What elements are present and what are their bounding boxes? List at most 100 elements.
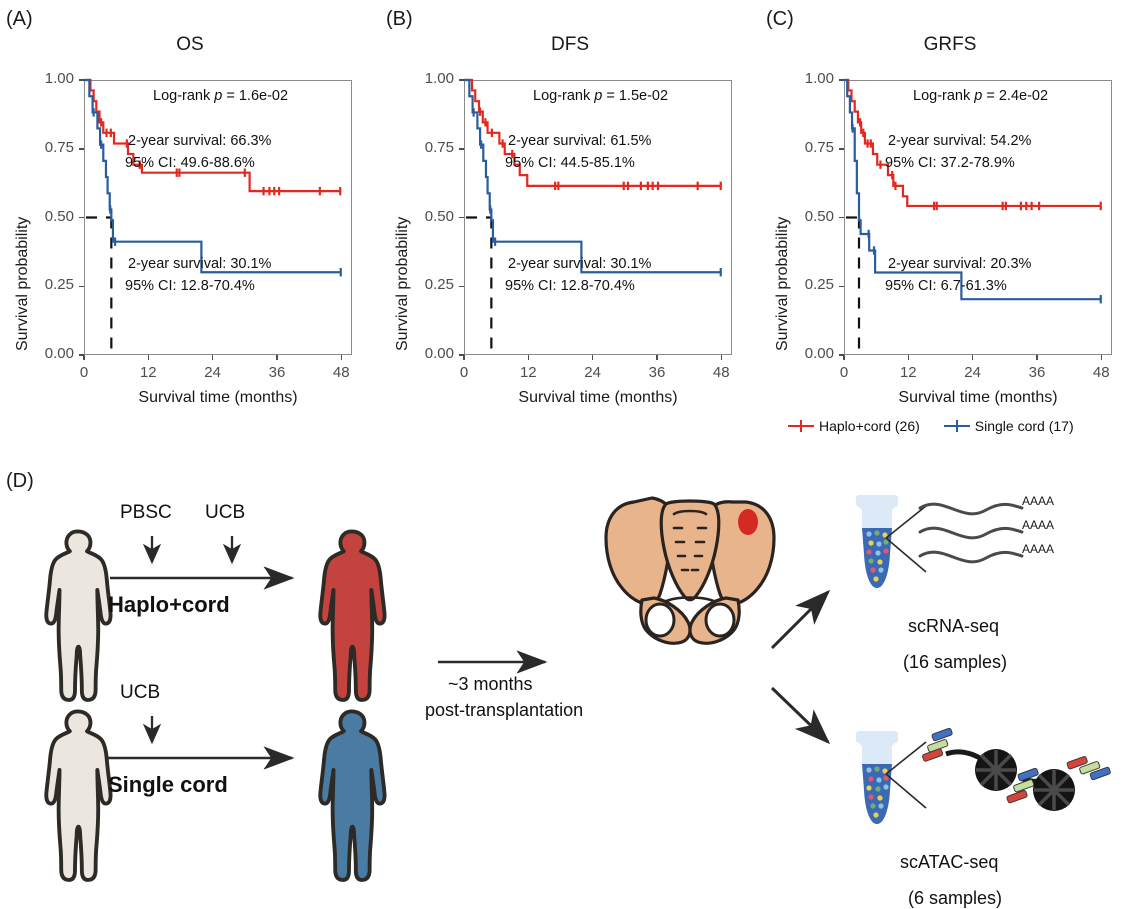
km-title-os: OS xyxy=(176,34,204,55)
y-axis-title: Survival probability xyxy=(774,216,791,351)
y-tick-mark xyxy=(839,148,844,150)
y-axis-title: Survival probability xyxy=(394,216,411,351)
schematic-svg xyxy=(44,495,1111,882)
km-plot-area xyxy=(844,80,1112,355)
annotation-single-survival: 2-year survival: 30.1% xyxy=(128,256,272,272)
km-panel-os: OS 1.00 0.75 0.50 0.25 0.00 0 12 24 36 48 Survival … xyxy=(0,0,380,420)
x-tick-label: 48 xyxy=(712,364,730,381)
legend-item-haplo[interactable]: Haplo+cord (26) xyxy=(788,418,920,434)
x-tick-mark xyxy=(340,355,343,360)
x-tick-mark xyxy=(656,355,658,360)
y-tick-label: 0.50 xyxy=(424,207,454,225)
panel-letter-a: (A) xyxy=(6,8,33,30)
label-ucb-single: UCB xyxy=(120,682,161,703)
label-timepoint-line2: post-transplantation xyxy=(425,700,584,720)
y-tick-label: 0.25 xyxy=(804,276,834,294)
x-axis-title: Survival time (months) xyxy=(898,389,1058,406)
tube-scatac-icon xyxy=(856,731,927,824)
y-tick-label: 1.00 xyxy=(804,70,834,87)
annotation-haplo-ci: 95% CI: 37.2-78.9% xyxy=(885,155,1015,171)
x-tick-label: 24 xyxy=(584,364,601,381)
panel-letter-d: (D) xyxy=(6,470,34,492)
y-tick-label: 0.00 xyxy=(804,345,834,362)
x-tick-label: 36 xyxy=(648,364,666,381)
y-tick-mark xyxy=(79,79,84,81)
label-assay-scatac: scATAC-seq xyxy=(900,852,999,872)
km-title-grfs: GRFS xyxy=(923,34,977,55)
x-tick-mark xyxy=(843,355,845,360)
annotation-haplo-ci: 95% CI: 49.6-88.6% xyxy=(125,155,255,171)
legend-label-haplo: Haplo+cord (26) xyxy=(819,418,920,434)
x-tick-label: 0 xyxy=(839,364,849,381)
annotation-single-ci: 95% CI: 6.7-61.3% xyxy=(885,278,1007,294)
label-pbsc: PBSC xyxy=(120,502,172,523)
x-tick-label: 36 xyxy=(1028,364,1046,381)
x-axis-title: Survival time (months) xyxy=(138,389,298,406)
label-ucb-haplo: UCB xyxy=(205,502,246,523)
x-tick-mark xyxy=(83,355,85,360)
y-tick-label: 0.00 xyxy=(424,345,454,362)
panel-letter-b: (B) xyxy=(386,8,413,30)
pelvis-bone-icon xyxy=(604,496,776,645)
annotation-logrank: Log-rank p = 2.4e-02 xyxy=(913,88,1049,104)
mrna-strands-icon xyxy=(918,502,1024,564)
y-tick-mark xyxy=(459,148,464,150)
polya-tag-3: AAAA xyxy=(1022,542,1055,556)
y-tick-mark xyxy=(79,148,84,150)
km-title-dfs: DFS xyxy=(551,34,589,55)
x-tick-mark xyxy=(1036,355,1038,360)
annotation-logrank: Log-rank p = 1.6e-02 xyxy=(153,88,289,104)
annotation-single-ci: 95% CI: 12.8-70.4% xyxy=(505,278,635,294)
y-tick-mark xyxy=(839,216,844,219)
y-tick-label: 0.50 xyxy=(44,207,74,225)
y-tick-mark xyxy=(839,79,844,81)
y-tick-label: 0.75 xyxy=(44,138,74,156)
y-tick-label: 0.25 xyxy=(44,276,74,294)
km-legend: Haplo+cord (26) Single cord (17) xyxy=(788,418,1074,434)
x-tick-mark xyxy=(1100,355,1103,360)
y-tick-mark xyxy=(459,216,464,219)
x-tick-label: 12 xyxy=(899,364,917,381)
y-tick-mark xyxy=(839,354,844,356)
nucleosome-complex-icon xyxy=(922,727,1111,811)
recipient-figure-single-icon xyxy=(318,709,387,882)
marrow-site-marker-icon xyxy=(738,509,758,535)
y-tick-label: 0.00 xyxy=(44,345,74,362)
x-tick-label: 48 xyxy=(1092,364,1110,381)
legend-item-single[interactable]: Single cord (17) xyxy=(943,418,1074,434)
annotation-haplo-survival: 2-year survival: 66.3% xyxy=(128,133,272,149)
y-tick-label: 0.75 xyxy=(424,138,454,156)
label-assay-scrna-samples: (16 samples) xyxy=(903,652,1008,672)
y-tick-label: 0.25 xyxy=(424,276,454,294)
y-tick-mark xyxy=(79,285,84,288)
polya-tag-1: AAAA xyxy=(1022,494,1055,508)
label-arm-single: Single cord xyxy=(108,772,228,797)
legend-marker-single-icon xyxy=(943,420,970,432)
annotation-single-survival: 2-year survival: 20.3% xyxy=(888,256,1032,272)
x-tick-mark xyxy=(211,355,214,360)
x-tick-label: 12 xyxy=(139,364,157,381)
annotation-single-ci: 95% CI: 12.8-70.4% xyxy=(125,278,255,294)
label-timepoint-line1: ~3 months xyxy=(448,674,533,694)
y-tick-label: 1.00 xyxy=(44,70,74,87)
y-tick-mark xyxy=(839,285,844,288)
y-axis-title: Survival probability xyxy=(14,216,31,351)
x-axis-title: Survival time (months) xyxy=(518,389,678,406)
x-tick-label: 0 xyxy=(459,364,469,381)
panel-letter-c: (C) xyxy=(766,8,794,30)
x-tick-mark xyxy=(147,355,150,360)
x-tick-label: 24 xyxy=(204,364,221,381)
y-tick-mark xyxy=(459,285,464,288)
tube-scrna-icon xyxy=(856,495,927,588)
x-tick-mark xyxy=(907,355,910,360)
x-tick-mark xyxy=(276,355,278,360)
annotation-logrank: Log-rank p = 1.5e-02 xyxy=(533,88,669,104)
x-tick-mark xyxy=(591,355,594,360)
x-tick-label: 12 xyxy=(519,364,537,381)
label-assay-scrna: scRNA-seq xyxy=(908,616,1000,636)
y-tick-mark xyxy=(459,79,464,81)
annotation-single-survival: 2-year survival: 30.1% xyxy=(508,256,652,272)
y-tick-label: 1.00 xyxy=(424,70,454,87)
km-panel-dfs: DFS 1.00 0.75 0.50 0.25 0.00 0 12 24 36 48 Survival… xyxy=(380,0,760,420)
branch-arrow-scrna-icon xyxy=(770,589,831,650)
